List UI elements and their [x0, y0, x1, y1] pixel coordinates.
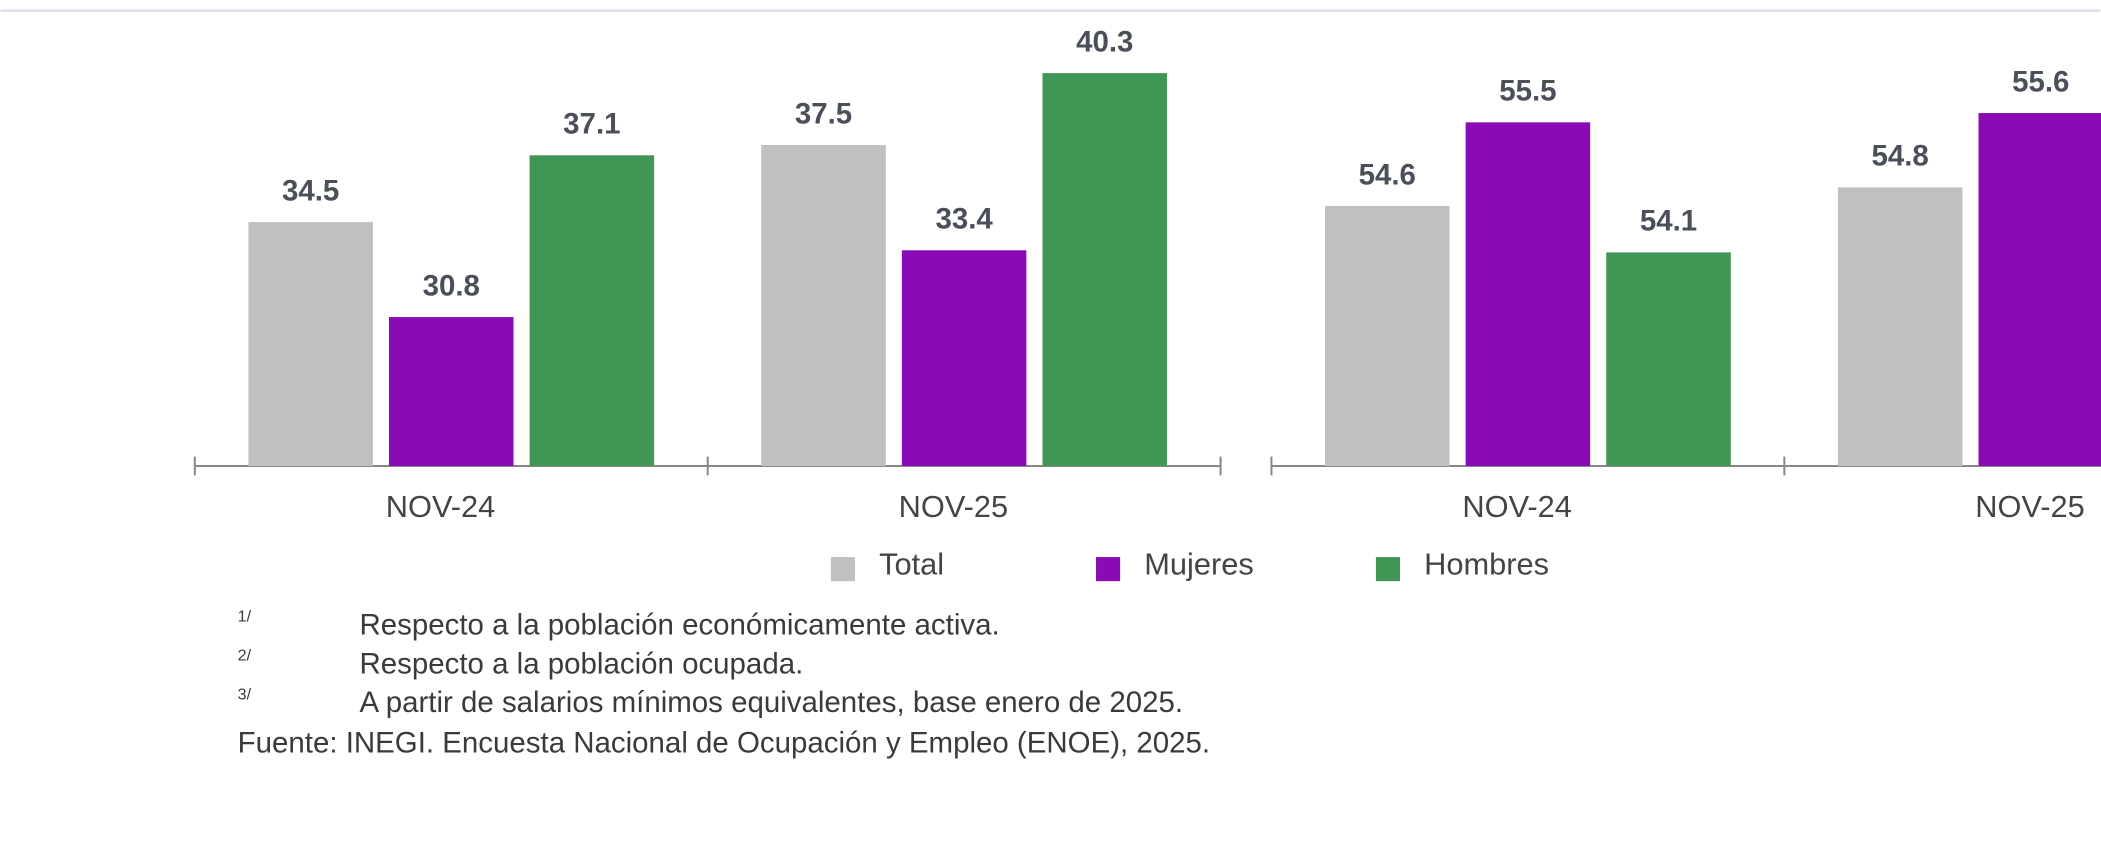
footnote-mark: 3/	[238, 685, 252, 703]
bar	[901, 250, 1027, 467]
legend-label: Hombres	[1424, 547, 1549, 582]
footnote-mark: 2/	[238, 646, 252, 664]
bar	[248, 222, 373, 467]
footnote-mark: 1/	[238, 608, 252, 626]
bar	[1837, 187, 1963, 467]
footnote-text: A partir de salarios mínimos equivalente…	[360, 686, 1184, 719]
value-label: 54.8	[1872, 140, 1929, 173]
source-note: Fuente: INEGI. Encuesta Nacional de Ocup…	[238, 726, 1210, 759]
value-label: 34.5	[282, 174, 339, 207]
footnote-text: Respecto a la población ocupada.	[360, 647, 804, 680]
bar	[529, 155, 655, 467]
value-label: 54.1	[1640, 205, 1697, 238]
x-tick-label: NOV-24	[386, 489, 496, 524]
value-label: 55.5	[1499, 75, 1556, 108]
x-tick-label: NOV-25	[1975, 489, 2085, 524]
legend-label: Mujeres	[1144, 547, 1253, 582]
legend-swatch	[1375, 557, 1401, 582]
value-label: 37.5	[795, 97, 852, 130]
legend-swatch	[1096, 557, 1121, 582]
x-tick-label: NOV-25	[899, 489, 1009, 524]
value-label: 55.6	[2012, 65, 2069, 98]
value-label: 33.4	[935, 203, 993, 236]
bar	[1042, 73, 1168, 467]
bar	[388, 317, 514, 467]
value-label: 30.8	[423, 269, 480, 302]
value-label: 40.3	[1076, 25, 1133, 58]
value-label: 54.6	[1359, 158, 1416, 191]
bar	[761, 145, 886, 467]
value-label: 37.1	[563, 108, 620, 141]
bar	[1978, 113, 2101, 467]
legend-label: Total	[879, 547, 944, 582]
legend-swatch	[830, 557, 855, 582]
bar	[1465, 122, 1591, 467]
x-tick-label: NOV-24	[1462, 489, 1571, 524]
footnote-text: Respecto a la población económicamente a…	[360, 608, 1000, 641]
bar	[1606, 252, 1731, 467]
bar	[1325, 205, 1450, 467]
